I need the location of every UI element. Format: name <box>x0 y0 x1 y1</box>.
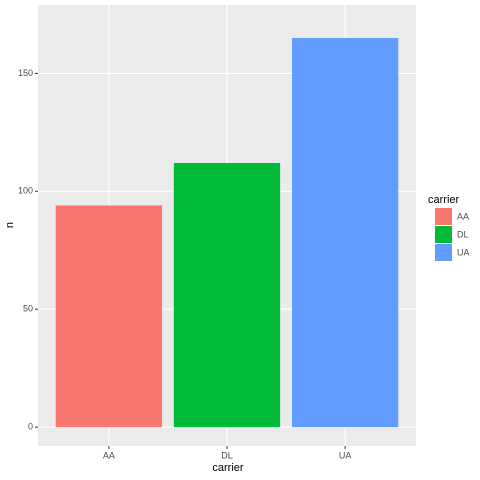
y-axis-title: n <box>4 222 16 228</box>
legend-key <box>435 244 452 261</box>
x-tick-label: DL <box>221 450 233 460</box>
y-tick-label: 150 <box>18 68 33 78</box>
legend-label: DL <box>457 229 469 239</box>
legend-label: UA <box>457 247 470 257</box>
x-axis-title: carrier <box>212 462 244 474</box>
y-tick-label: 100 <box>18 186 33 196</box>
legend-label: AA <box>457 211 469 221</box>
x-tick-label: UA <box>339 450 352 460</box>
x-tick-label: AA <box>103 450 115 460</box>
bar <box>173 163 281 428</box>
y-tick-label: 0 <box>28 422 33 432</box>
legend-key <box>435 208 452 225</box>
legend-title: carrier <box>428 194 460 206</box>
y-tick-label: 50 <box>23 304 33 314</box>
bar <box>291 38 399 428</box>
bar <box>55 205 163 428</box>
legend-key <box>435 226 452 243</box>
